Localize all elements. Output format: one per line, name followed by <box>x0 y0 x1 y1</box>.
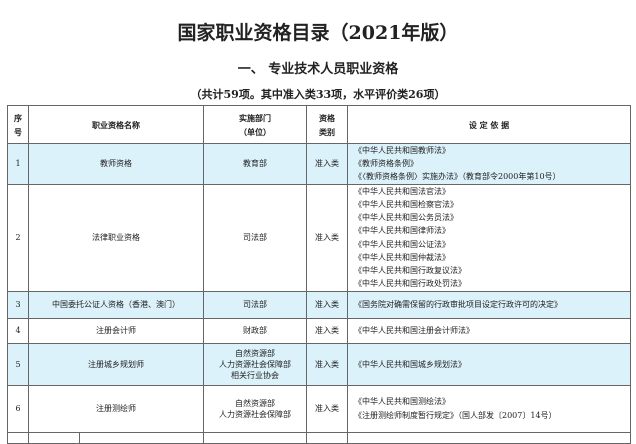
department: 自然资源部 人力资源社会保障部 相关行业协会 <box>203 342 307 386</box>
basis: 《中华人民共和国测绘法》《注册测绘师制度暂行规定》（国人部发〔2007〕14号） <box>347 384 631 433</box>
basis-line: 《注册测绘师制度暂行规定》（国人部发〔2007〕14号） <box>354 410 557 420</box>
header-no: 序号 <box>7 105 29 144</box>
qualification-table: 序号 职业资格名称 实施部门 （单位） 资格 类别 设 定 依 据 1 教师资格 教育部… <box>7 105 631 444</box>
qualification-type: 准入类 <box>306 317 348 344</box>
qualification-name: 注册测绘师 <box>28 384 204 433</box>
table-row: 1 教师资格 教育部 准入类 《中华人民共和国教师法》 《教师资格条例》《〈教师资格条例〉… <box>7 143 631 185</box>
table-row: 4 注册会计师 财政部 准入类 《中华人民共和国注册会计师法》 <box>7 317 631 344</box>
department: 司法部 <box>203 183 307 292</box>
qualification-type: 准入类 <box>306 290 348 319</box>
row-no: 2 <box>7 183 29 292</box>
qualification-type: 准入类 <box>306 143 348 185</box>
section-title: 一、 专业技术人员职业资格 <box>237 62 399 77</box>
header-type: 资格 类别 <box>306 105 348 144</box>
department: 教育部 <box>203 143 307 185</box>
department-line: 财政部 <box>243 326 267 336</box>
basis-line: 《中华人民共和国城乡规划法》 <box>354 359 466 369</box>
page-title: 国家职业资格目录（2021年版） <box>177 22 459 44</box>
header-basis: 设 定 依 据 <box>347 105 631 144</box>
department-line: 人力资源社会保障部 <box>219 359 291 369</box>
basis-line: 《中华人民共和国公务员法》 <box>354 213 458 223</box>
department-line: 司法部 <box>243 300 267 310</box>
qualification-name: 注册会计师 <box>28 317 204 344</box>
qualification-name: 教师资格 <box>28 143 204 185</box>
table-header: 序号 职业资格名称 实施部门 （单位） 资格 类别 设 定 依 据 <box>7 105 631 144</box>
row-no: 4 <box>7 317 29 344</box>
qualification-type: 准入类 <box>306 384 348 433</box>
table-row-partial <box>7 431 631 444</box>
qualification-name: 注册城乡规划师 <box>28 342 204 386</box>
basis-line: 《中华人民共和国测绘法》 <box>354 397 450 407</box>
department-line: 相关行业协会 <box>231 370 279 380</box>
qualification-name: 法律职业资格 <box>28 183 204 292</box>
department-line: 教育部 <box>243 159 267 169</box>
basis: 《中华人民共和国教师法》 《教师资格条例》《〈教师资格条例〉实施办法》（教育部令2… <box>347 143 631 185</box>
row-no: 1 <box>7 143 29 185</box>
basis-line: 《中华人民共和国行政处罚法》 <box>354 279 466 289</box>
basis-line: 《中华人民共和国公证法》 <box>354 239 450 249</box>
table-row: 2 法律职业资格 司法部 准入类 《中华人民共和国法官法》 《中华人民共和国检察官法》 《中… <box>7 183 631 292</box>
basis: 《中华人民共和国城乡规划法》 <box>347 342 631 386</box>
qualification-type: 准入类 <box>306 342 348 386</box>
row-no: 6 <box>7 384 29 433</box>
basis-line: 《中华人民共和国法官法》 <box>354 186 450 196</box>
header-dept: 实施部门 （单位） <box>203 105 307 144</box>
department-line: 自然资源部 <box>235 398 275 408</box>
basis-line: 《中华人民共和国注册会计师法》 <box>354 326 474 335</box>
basis-line: 《中华人民共和国教师法》 <box>354 146 450 155</box>
basis-line: 《国务院对确需保留的行政审批项目设定行政许可的决定》 <box>354 300 562 309</box>
department-line: 自然资源部 <box>235 348 275 358</box>
header-name: 职业资格名称 <box>28 105 204 144</box>
basis-line: 《教师资格条例》 <box>354 159 418 169</box>
department: 司法部 <box>203 290 307 319</box>
department-line: 司法部 <box>243 233 267 243</box>
basis: 《中华人民共和国法官法》 《中华人民共和国检察官法》 《中华人民共和国公务员法》 《中… <box>347 183 631 292</box>
qualification-type: 准入类 <box>306 183 348 292</box>
basis-line: 《中华人民共和国仲裁法》 <box>354 252 450 262</box>
basis-line: 《中华人民共和国行政复议法》 <box>354 266 466 276</box>
basis-line: 《中华人民共和国律师法》 <box>354 226 450 236</box>
basis: 《中华人民共和国注册会计师法》 <box>347 317 631 344</box>
department: 财政部 <box>203 317 307 344</box>
basis-line: 《〈教师资格条例〉实施办法》（教育部令2000年第10号） <box>354 172 561 182</box>
department-line: 人力资源社会保障部 <box>219 409 291 419</box>
department: 自然资源部 人力资源社会保障部 <box>203 384 307 433</box>
basis: 《国务院对确需保留的行政审批项目设定行政许可的决定》 <box>347 290 631 319</box>
row-no: 5 <box>7 342 29 386</box>
table-row: 3 中国委托公证人资格（香港、澳门） 司法部 准入类 《国务院对确需保留的行政审批项目设… <box>7 290 631 319</box>
basis-line: 《中华人民共和国检察官法》 <box>354 200 458 209</box>
summary: （共计59项。其中准入类33项，水平评价类26项） <box>190 88 446 101</box>
table-row: 5 注册城乡规划师 自然资源部 人力资源社会保障部 相关行业协会 准入类 《中华人民共和国城… <box>7 342 631 386</box>
table-row: 6 注册测绘师 自然资源部 人力资源社会保障部 准入类 《中华人民共和国测绘法》 《注册测绘… <box>7 384 631 433</box>
qualification-name: 中国委托公证人资格（香港、澳门） <box>28 290 204 319</box>
row-no: 3 <box>7 290 29 319</box>
